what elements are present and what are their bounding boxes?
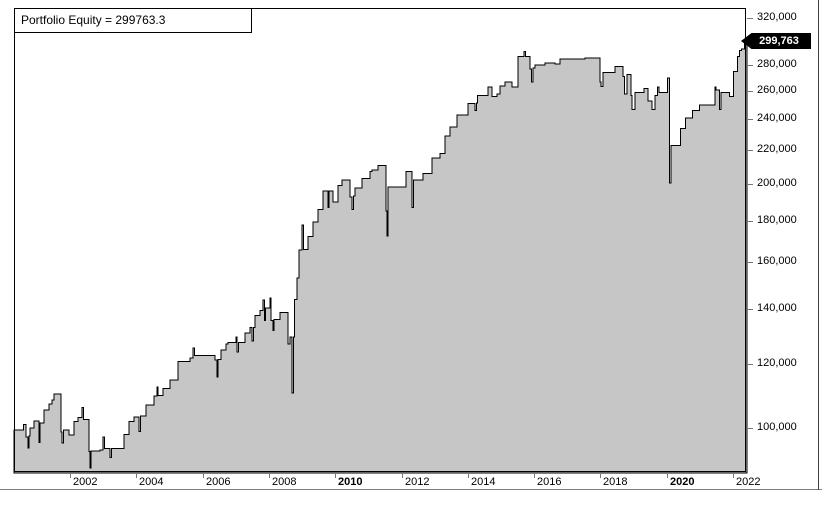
y-axis-tick [747, 428, 753, 429]
y-axis-tick [747, 262, 753, 263]
y-axis-tick [747, 309, 753, 310]
x-axis-tick [70, 473, 71, 478]
window-right-border [818, 0, 819, 490]
x-axis-tick [335, 473, 336, 478]
y-axis-tick [747, 221, 753, 222]
x-axis-tick [136, 473, 137, 478]
x-axis-label: 2006 [206, 476, 231, 488]
x-axis-label: 2002 [73, 476, 98, 488]
chart-title-box: Portfolio Equity = 299763.3 [14, 8, 252, 33]
x-axis-label: 2004 [139, 476, 164, 488]
x-axis-tick [269, 473, 270, 478]
equity-area-series [13, 40, 748, 474]
x-axis-tick [468, 473, 469, 478]
y-axis-label: 160,000 [757, 255, 797, 267]
last-value-badge: 299,763 [741, 33, 811, 49]
x-axis-label: 2022 [736, 476, 761, 488]
x-axis-tick [733, 473, 734, 478]
y-axis-label: 200,000 [757, 177, 797, 189]
y-axis-tick [747, 91, 753, 92]
x-axis-label: 2018 [603, 476, 628, 488]
x-axis-tick [203, 473, 204, 478]
y-axis-label: 240,000 [757, 112, 797, 124]
y-axis-label: 280,000 [757, 58, 797, 70]
y-axis-label: 180,000 [757, 214, 797, 226]
y-axis-label: 120,000 [757, 357, 797, 369]
y-axis-label: 320,000 [757, 11, 797, 23]
x-axis-tick [667, 473, 668, 478]
y-axis-label: 220,000 [757, 143, 797, 155]
x-axis-label: 2010 [338, 476, 363, 488]
x-axis-label: 2016 [537, 476, 562, 488]
y-axis-tick [747, 364, 753, 365]
y-axis-label: 260,000 [757, 84, 797, 96]
y-axis-label: 100,000 [757, 421, 797, 433]
axis-bottom-separator [0, 489, 822, 490]
y-axis-label: 140,000 [757, 302, 797, 314]
x-axis-tick [600, 473, 601, 478]
y-axis-tick [747, 150, 753, 151]
x-axis-label: 2012 [405, 476, 430, 488]
y-axis-tick [747, 65, 753, 66]
x-axis-tick [534, 473, 535, 478]
x-axis-tick [402, 473, 403, 478]
y-axis-tick [747, 184, 753, 185]
y-axis-tick [747, 119, 753, 120]
chart-title: Portfolio Equity = 299763.3 [21, 13, 166, 27]
x-axis-label: 2020 [670, 476, 695, 488]
x-axis-label: 2008 [272, 476, 297, 488]
y-axis-tick [747, 18, 753, 19]
x-axis-label: 2014 [471, 476, 496, 488]
